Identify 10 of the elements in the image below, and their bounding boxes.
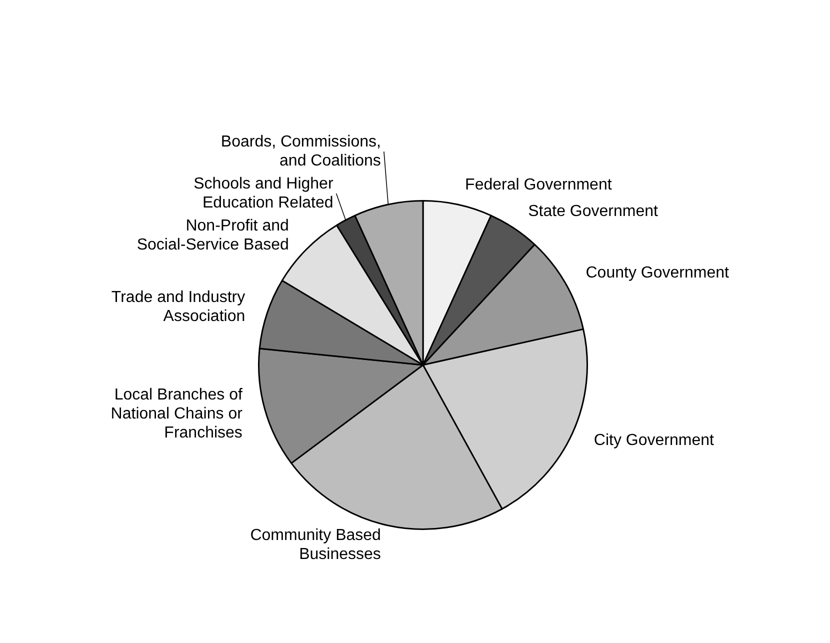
slice-label: Federal Government <box>465 176 612 194</box>
slice-label: State Government <box>528 203 659 220</box>
slice-label: County Government <box>586 264 730 282</box>
slice-label: Community Based Businesses <box>250 526 381 563</box>
slice-label: Boards, Commissions, and Coalitions <box>220 133 381 170</box>
slice-label: Schools and Higher Education Related <box>194 175 334 212</box>
slice-label: City Government <box>594 432 715 450</box>
slice-label: Local Branches of National Chains or Franchises <box>110 386 244 442</box>
slice-label: Non-Profit and Social-Service Based <box>136 217 289 254</box>
slice-label: Trade and Industry Association <box>111 288 246 325</box>
